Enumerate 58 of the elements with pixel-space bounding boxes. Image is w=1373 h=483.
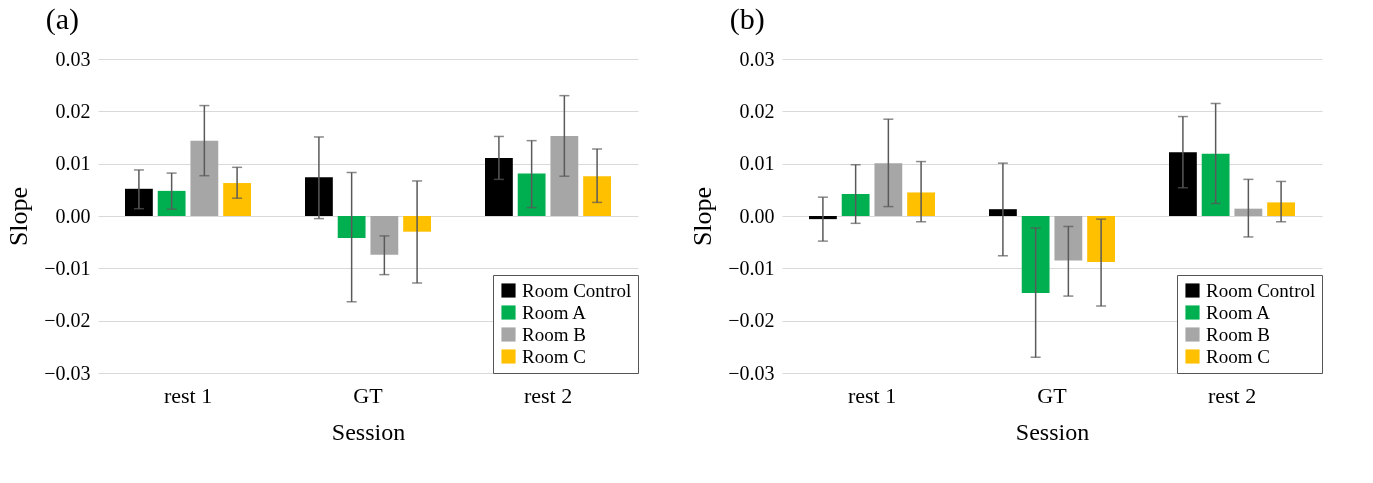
bar bbox=[1087, 216, 1115, 263]
y-tick-label: −0.03 bbox=[44, 361, 91, 384]
y-tick-label: 0.00 bbox=[739, 204, 775, 227]
x-tick-label: GT bbox=[353, 382, 384, 408]
bar bbox=[809, 216, 837, 220]
x-axis-title: Session bbox=[1015, 418, 1090, 445]
bar bbox=[907, 192, 935, 216]
y-axis-title: Slope bbox=[4, 186, 34, 247]
bar bbox=[1201, 153, 1230, 216]
bar bbox=[305, 177, 333, 216]
bar bbox=[223, 183, 251, 216]
y-tick-label: 0.02 bbox=[739, 99, 775, 122]
bar bbox=[1267, 202, 1295, 216]
bar bbox=[517, 173, 546, 216]
bar bbox=[125, 188, 153, 216]
bar bbox=[190, 140, 219, 216]
bar bbox=[403, 216, 431, 232]
x-tick-label: rest 1 bbox=[163, 382, 213, 408]
x-tick-label: GT bbox=[1037, 382, 1068, 408]
y-tick-label: −0.01 bbox=[44, 256, 91, 279]
bar bbox=[550, 135, 579, 216]
legend-label: Room C bbox=[522, 345, 586, 367]
y-tick-label: −0.02 bbox=[728, 309, 775, 332]
bar bbox=[1169, 152, 1197, 216]
bar bbox=[157, 190, 186, 216]
y-tick-label: 0.01 bbox=[739, 152, 775, 175]
legend-label: Room A bbox=[522, 301, 587, 323]
y-axis-title: Slope bbox=[688, 186, 718, 247]
bar bbox=[583, 176, 611, 216]
y-tick-label: 0.03 bbox=[739, 47, 775, 70]
y-tick-label: −0.03 bbox=[728, 361, 775, 384]
bar bbox=[485, 157, 513, 216]
legend-label: Room B bbox=[1206, 323, 1270, 345]
y-tick-label: −0.01 bbox=[728, 256, 775, 279]
legend-label: Room Control bbox=[522, 279, 632, 301]
chart-title: (b) bbox=[729, 2, 765, 36]
legend-label: Room B bbox=[522, 323, 586, 345]
x-tick-label: rest 2 bbox=[523, 382, 573, 408]
x-tick-label: rest 2 bbox=[1207, 382, 1257, 408]
y-tick-label: 0.00 bbox=[55, 204, 91, 227]
legend-label: Room Control bbox=[1206, 279, 1316, 301]
x-tick-label: rest 1 bbox=[847, 382, 897, 408]
y-tick-label: 0.02 bbox=[55, 99, 91, 122]
bar bbox=[1021, 216, 1050, 293]
y-tick-label: −0.02 bbox=[44, 309, 91, 332]
x-axis-title: Session bbox=[331, 418, 406, 445]
bar bbox=[1054, 216, 1083, 261]
bar bbox=[337, 216, 366, 238]
y-tick-label: 0.01 bbox=[55, 152, 91, 175]
legend-label: Room A bbox=[1206, 301, 1271, 323]
bar bbox=[874, 163, 903, 216]
bar bbox=[841, 194, 870, 216]
chart-title: (a) bbox=[45, 2, 80, 36]
bar bbox=[1234, 208, 1263, 216]
bar bbox=[370, 216, 399, 255]
y-tick-label: 0.03 bbox=[55, 47, 91, 70]
bar bbox=[989, 209, 1017, 216]
legend-label: Room C bbox=[1206, 345, 1270, 367]
